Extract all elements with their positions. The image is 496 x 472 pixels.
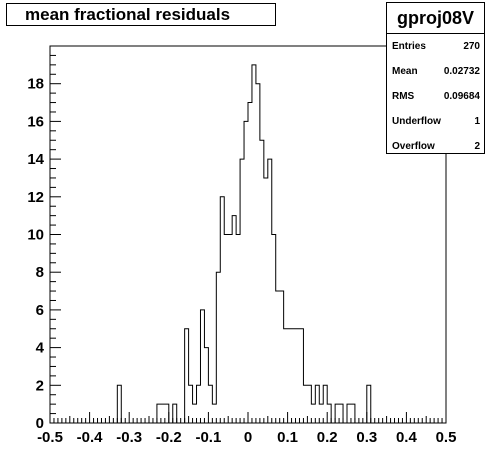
x-tick-label: 0.1 <box>277 429 298 446</box>
stat-label: Underflow <box>392 116 441 127</box>
histogram-bin <box>204 348 208 423</box>
histogram-bin <box>252 65 256 423</box>
stat-value: 0.09684 <box>443 91 480 102</box>
stat-overflow: Overflow 2 <box>387 134 484 159</box>
histogram-bin <box>185 329 189 423</box>
y-tick-label: 12 <box>27 189 44 206</box>
histogram-outline <box>50 64 446 424</box>
histogram-bin <box>208 385 212 423</box>
stat-entries: Entries 270 <box>387 34 484 59</box>
histogram-bin <box>189 385 193 423</box>
histogram-bin <box>311 404 315 423</box>
y-tick-label: 0 <box>36 415 44 432</box>
histogram-bin <box>339 404 343 423</box>
histogram-bin <box>280 291 284 423</box>
histogram-bin <box>224 235 228 424</box>
stat-value: 270 <box>463 41 480 52</box>
histogram-bin <box>248 103 252 423</box>
stat-label: Entries <box>392 41 426 52</box>
histogram-bin <box>327 404 331 423</box>
histogram-bin <box>315 385 319 423</box>
y-tick-label: 14 <box>27 151 44 168</box>
histogram-bin <box>197 385 201 423</box>
y-tick-label: 10 <box>27 227 44 244</box>
histogram-bin <box>228 235 232 424</box>
stat-value: 2 <box>474 141 480 152</box>
histogram-bin <box>319 404 323 423</box>
histogram-bin <box>272 235 276 424</box>
histogram-bin <box>232 216 236 423</box>
histogram-bin <box>264 178 268 423</box>
histogram-bin <box>299 329 303 423</box>
histogram-bin <box>323 385 327 423</box>
histogram-bin <box>173 404 177 423</box>
x-tick-label: 0.2 <box>317 429 338 446</box>
histogram-bin <box>200 310 204 423</box>
histogram-bin <box>351 404 355 423</box>
x-tick-label: -0.4 <box>77 429 104 446</box>
histogram-bin <box>260 140 264 423</box>
stats-box: gproj08V Entries 270 Mean 0.02732 RMS 0.… <box>386 2 485 154</box>
histogram-bin <box>347 404 351 423</box>
histogram-bin <box>256 84 260 423</box>
y-tick-label: 18 <box>27 76 44 93</box>
histogram-bin <box>367 385 371 423</box>
stat-value: 1 <box>474 116 480 127</box>
histogram-bin <box>292 329 296 423</box>
stat-rms: RMS 0.09684 <box>387 84 484 109</box>
x-tick-label: -0.5 <box>37 429 63 446</box>
x-tick-label: -0.2 <box>156 429 182 446</box>
stat-value: 0.02732 <box>443 66 480 77</box>
y-tick-label: 2 <box>36 377 44 394</box>
histogram-bin <box>296 329 300 423</box>
x-tick-label: -0.1 <box>195 429 221 446</box>
histogram-bin <box>117 385 121 423</box>
histogram-bin <box>276 291 280 423</box>
x-tick-label: 0.3 <box>356 429 377 446</box>
histogram-bin <box>303 385 307 423</box>
histogram-bin <box>268 159 272 423</box>
chart-title: mean fractional residuals <box>6 3 276 26</box>
histogram-bin <box>193 404 197 423</box>
histogram-bin <box>244 121 248 423</box>
x-tick-label: 0 <box>244 429 252 446</box>
stat-underflow: Underflow 1 <box>387 109 484 134</box>
histogram-bin <box>212 404 216 423</box>
y-tick-label: 6 <box>36 302 44 319</box>
histogram-bin <box>157 404 161 423</box>
histogram-bin <box>165 404 169 423</box>
histogram-bin <box>220 197 224 423</box>
histogram-bin <box>240 159 244 423</box>
histogram-bin <box>216 272 220 423</box>
histogram-bin <box>335 404 339 423</box>
stat-mean: Mean 0.02732 <box>387 59 484 84</box>
axes: -0.5 -0.4 -0.3 -0.2 -0.1 0 0.1 0.2 0.3 0.4 0.5 0 2 4 6… <box>27 45 457 446</box>
histogram-name: gproj08V <box>387 3 484 34</box>
x-tick-label: -0.3 <box>116 429 142 446</box>
y-tick-label: 8 <box>36 264 44 281</box>
stat-label: RMS <box>392 91 415 102</box>
histogram-bin <box>161 404 165 423</box>
histogram-bars <box>50 64 446 424</box>
y-tick-label: 4 <box>36 340 45 357</box>
x-tick-label: 0.4 <box>396 429 418 446</box>
y-tick-label: 16 <box>27 113 44 130</box>
stat-label: Overflow <box>392 141 435 152</box>
histogram-bin <box>307 385 311 423</box>
stat-label: Mean <box>392 66 418 77</box>
histogram-bin <box>284 329 288 423</box>
histogram-bin <box>288 329 292 423</box>
histogram-bin <box>236 235 240 424</box>
x-tick-label: 0.5 <box>436 429 457 446</box>
